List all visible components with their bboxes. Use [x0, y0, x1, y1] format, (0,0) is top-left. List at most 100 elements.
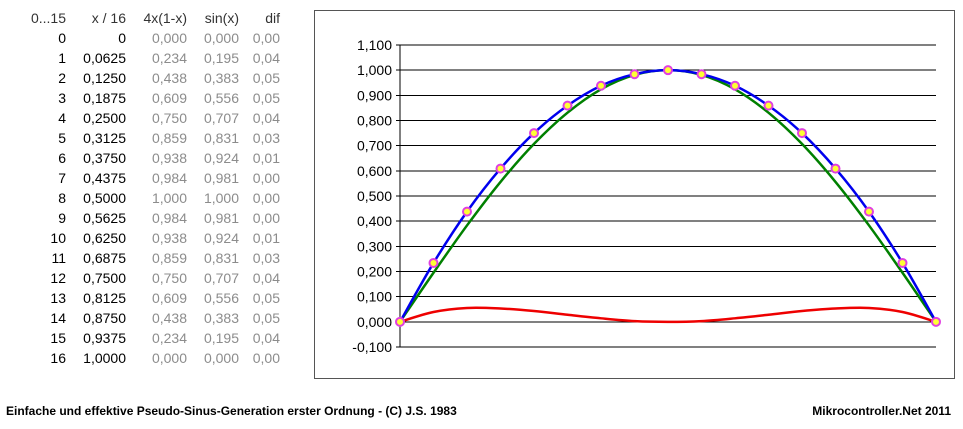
- x-cell: 0,6875: [83, 250, 126, 266]
- sin-cell: 0,000: [203, 350, 239, 366]
- table-row: 11 0,6875 0,859 0,831 0,03: [0, 248, 292, 268]
- table-row: 8 0,5000 1,000 1,000 0,00: [0, 188, 292, 208]
- table-row: 7 0,4375 0,984 0,981 0,00: [0, 168, 292, 188]
- x-cell: 0,8750: [83, 310, 126, 326]
- x-cell: 0,1250: [83, 70, 126, 86]
- table-row: 0 0 0,000 0,000 0,00: [0, 28, 292, 48]
- sin-cell: 0,831: [203, 130, 239, 146]
- sin-cell: 0,383: [203, 70, 239, 86]
- dif-cell: 0,05: [252, 70, 280, 86]
- index-cell: 0: [58, 30, 66, 46]
- x-cell: 0,5625: [83, 210, 126, 226]
- index-cell: 16: [50, 350, 66, 366]
- table-header: 0...15 x / 16 4x(1-x) sin(x) dif: [0, 8, 292, 28]
- sin-cell: 0,195: [203, 330, 239, 346]
- index-cell: 7: [58, 170, 66, 186]
- sin-cell: 0,981: [203, 170, 239, 186]
- chart-frame: 1,100 1,000 0,900 0,800 0,700 0,600 0,500 0,400…: [314, 10, 955, 379]
- parabola-cell: 0,234: [151, 330, 187, 346]
- data-point: [596, 80, 606, 91]
- index-cell: 13: [50, 290, 66, 306]
- y-tick-label: 1,100: [357, 37, 392, 53]
- x-cell: 1,0000: [83, 350, 126, 366]
- data-point: [931, 316, 941, 327]
- table-row: 5 0,3125 0,859 0,831 0,03: [0, 128, 292, 148]
- dif-cell: 0,05: [252, 310, 280, 326]
- index-cell: 4: [58, 110, 66, 126]
- y-tick-label: 0,300: [357, 238, 392, 254]
- data-point: [763, 100, 774, 111]
- table-row: 3 0,1875 0,609 0,556 0,05: [0, 88, 292, 108]
- y-tick-label: 1,000: [357, 62, 392, 78]
- sin-cell: 0,924: [203, 230, 239, 246]
- parabola-cell: 0,234: [151, 50, 187, 66]
- data-point: [663, 65, 673, 76]
- footer-source: Mikrocontroller.Net 2011: [812, 404, 951, 418]
- data-point: [897, 257, 908, 268]
- table-row: 6 0,3750 0,938 0,924 0,01: [0, 148, 292, 168]
- parabola-cell: 0,984: [151, 170, 187, 186]
- data-point: [562, 100, 573, 111]
- x-cell: 0,7500: [83, 270, 126, 286]
- index-cell: 9: [58, 210, 66, 226]
- y-tick-label: 0,200: [357, 264, 392, 280]
- data-point: [428, 257, 439, 268]
- table-row: 2 0,1250 0,438 0,383 0,05: [0, 68, 292, 88]
- value-table: 0...15 x / 16 4x(1-x) sin(x) dif 0 0 0,000…: [0, 8, 292, 368]
- x-cell: 0,0625: [83, 50, 126, 66]
- parabola-cell: 0,609: [151, 290, 187, 306]
- sin-cell: 0,707: [203, 110, 239, 126]
- y-tick-label: 0,700: [357, 138, 392, 154]
- sin-cell: 0,707: [203, 270, 239, 286]
- parabola-cell: 0,438: [151, 70, 187, 86]
- parabola-cell: 0,000: [151, 350, 187, 366]
- dif-cell: 0,00: [252, 210, 280, 226]
- table-row: 10 0,6250 0,938 0,924 0,01: [0, 228, 292, 248]
- dif-cell: 0,00: [252, 30, 280, 46]
- table-row: 12 0,7500 0,750 0,707 0,04: [0, 268, 292, 288]
- dif-cell: 0,03: [252, 130, 280, 146]
- y-tick-label: 0,600: [357, 163, 392, 179]
- y-tick-label: 0,900: [357, 87, 392, 103]
- data-point: [797, 128, 807, 139]
- sin-cell: 1,000: [203, 190, 239, 206]
- data-point: [864, 206, 874, 217]
- index-cell: 14: [50, 310, 66, 326]
- header-index: 0...15: [30, 10, 66, 26]
- x-cell: 0,6250: [83, 230, 126, 246]
- parabola-cell: 0,000: [151, 30, 187, 46]
- dif-cell: 0,01: [252, 150, 280, 166]
- parabola-cell: 0,750: [151, 110, 187, 126]
- x-cell: 0: [118, 30, 126, 46]
- index-cell: 11: [51, 250, 66, 266]
- data-point: [395, 316, 405, 327]
- footer-caption: Einfache und effektive Pseudo-Sinus-Gene…: [6, 404, 457, 418]
- index-cell: 10: [50, 230, 66, 246]
- sin-cell: 0,000: [203, 30, 239, 46]
- y-tick-label: -0,100: [352, 339, 392, 355]
- sin-cell: 0,981: [203, 210, 239, 226]
- dif-cell: 0,03: [252, 250, 280, 266]
- dif-cell: 0,00: [252, 350, 280, 366]
- data-point: [495, 163, 506, 174]
- index-cell: 3: [58, 90, 66, 106]
- x-cell: 0,2500: [83, 110, 126, 126]
- table-body: 0 0 0,000 0,000 0,00 1 0,0625 0,234 0,195 0,04 2 0,…: [0, 28, 292, 368]
- sin-cell: 0,195: [203, 50, 239, 66]
- header-dif: dif: [265, 10, 280, 26]
- index-cell: 1: [58, 50, 66, 66]
- parabola-cell: 0,750: [151, 270, 187, 286]
- y-tick-label: 0,400: [357, 213, 392, 229]
- dif-cell: 0,00: [252, 190, 280, 206]
- x-cell: 0,9375: [83, 330, 126, 346]
- y-tick-label: 0,500: [357, 188, 392, 204]
- index-cell: 5: [58, 130, 66, 146]
- table-row: 16 1,0000 0,000 0,000 0,00: [0, 348, 292, 368]
- data-point: [830, 163, 841, 174]
- table-row: 14 0,8750 0,438 0,383 0,05: [0, 308, 292, 328]
- sin-cell: 0,383: [203, 310, 239, 326]
- parabola-cell: 0,938: [151, 230, 187, 246]
- dif-cell: 0,05: [252, 90, 280, 106]
- table-row: 13 0,8125 0,609 0,556 0,05: [0, 288, 292, 308]
- dif-cell: 0,04: [252, 270, 280, 286]
